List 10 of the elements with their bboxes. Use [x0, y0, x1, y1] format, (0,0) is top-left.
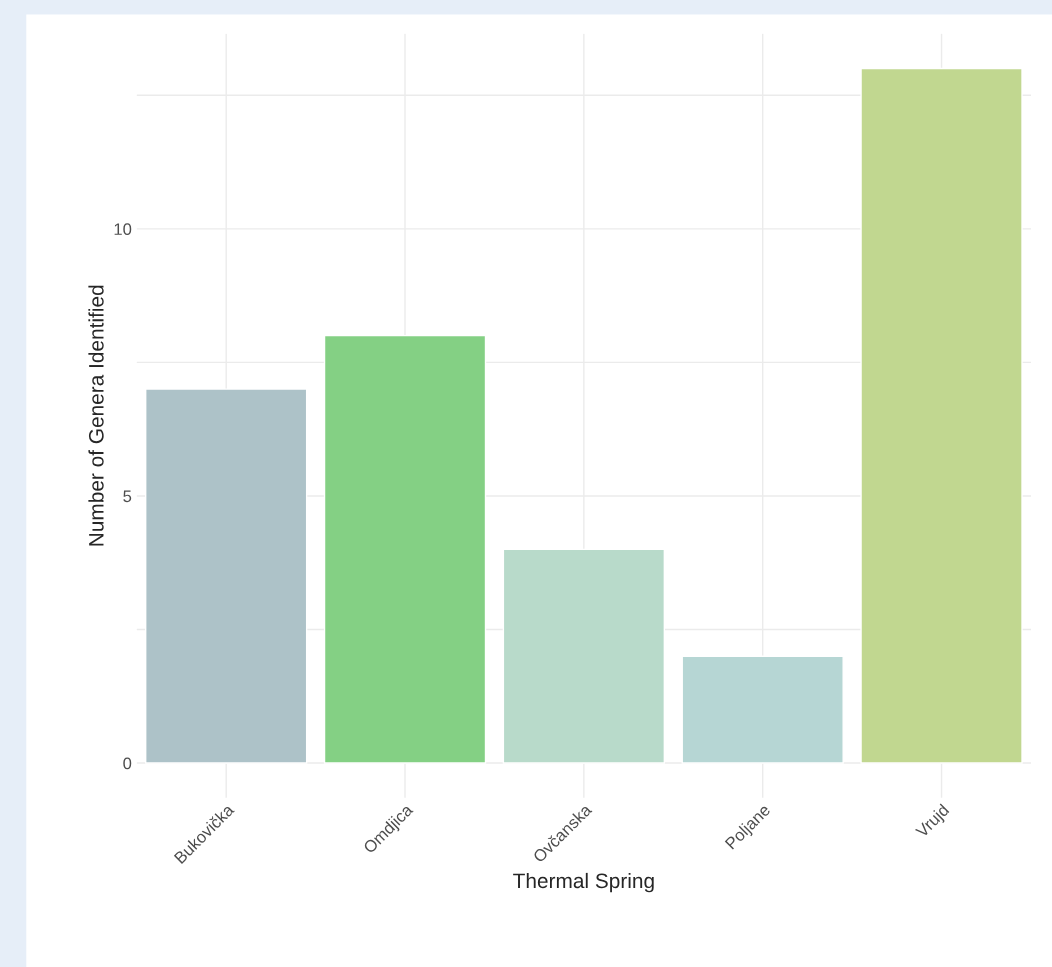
- bar: [860, 67, 1023, 764]
- y-tick-label: 5: [123, 490, 132, 503]
- bar: [323, 334, 487, 764]
- bar: [145, 388, 308, 764]
- bar: [681, 655, 844, 764]
- y-tick-label: 10: [114, 223, 132, 236]
- bar: [502, 548, 666, 764]
- y-tick-label: 0: [123, 757, 132, 770]
- x-axis-title: Thermal Spring: [513, 872, 654, 893]
- y-axis-title: Number of Genera Identified: [88, 285, 104, 546]
